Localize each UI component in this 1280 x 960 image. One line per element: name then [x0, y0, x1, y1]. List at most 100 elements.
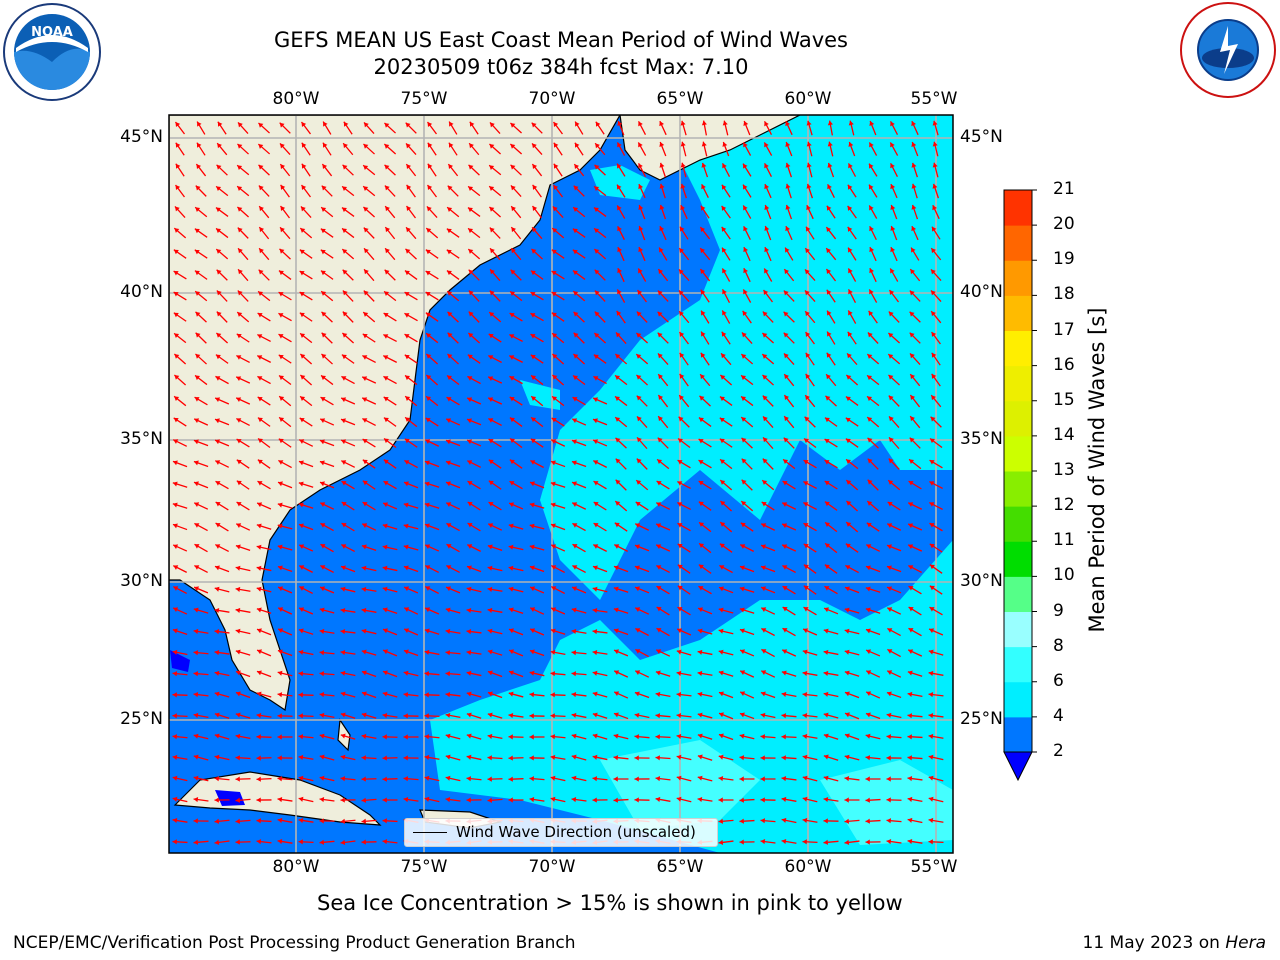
wind-arrow-head [887, 544, 892, 550]
wind-arrow-head [552, 206, 558, 212]
wind-arrow-head [593, 544, 599, 549]
wind-arrow-head [532, 143, 537, 149]
wind-arrow-head [445, 607, 451, 613]
lon-label-bottom: 55°W [910, 857, 958, 877]
wind-arrow-head [299, 249, 305, 255]
wind-arrow-head [762, 311, 768, 317]
wind-arrow-head [844, 839, 850, 845]
wind-arrow-head [824, 586, 830, 591]
wind-arrow-head [299, 292, 305, 297]
wind-arrow-head [677, 585, 683, 591]
wind-arrow-head [449, 121, 454, 127]
wind-arrow-head [655, 713, 661, 719]
wind-arrow-head [319, 460, 325, 466]
colorbar-segment [1004, 365, 1032, 402]
wind-arrow-head [677, 460, 683, 465]
wind-arrow-head [258, 438, 263, 444]
wind-arrow-head [403, 734, 408, 740]
wind-arrow-head [739, 776, 744, 782]
wind-arrow-head [382, 691, 388, 697]
wind-arrow-head [341, 418, 346, 424]
wind-arrow-head [193, 839, 199, 845]
wind-arrow-head [508, 712, 514, 719]
wind-arrow-head [447, 291, 453, 296]
wind-arrow-head [908, 544, 914, 549]
wind-arrow-head [761, 586, 766, 592]
wind-arrow-head [532, 205, 538, 211]
lat-label-left: 40°N [120, 282, 163, 302]
lat-label-right: 45°N [960, 127, 1003, 147]
wind-arrow-head [298, 460, 304, 466]
wind-arrow-head [844, 818, 850, 824]
wind-arrow-head [658, 416, 663, 422]
wind-arrow-head [341, 502, 347, 507]
wind-arrow-head [193, 628, 199, 635]
wind-arrow-head [802, 817, 808, 824]
wind-arrow-head [824, 417, 830, 423]
wind-arrow-head [718, 839, 724, 845]
wind-arrow-head [446, 397, 452, 402]
wind-arrow-head [764, 184, 770, 190]
wind-arrow-head [235, 818, 241, 824]
wind-arrow-head [300, 375, 306, 380]
lon-label-bottom: 70°W [528, 857, 576, 877]
wind-arrow-head [425, 607, 431, 613]
wind-arrow-head [172, 523, 178, 529]
wind-arrow-head [277, 734, 282, 740]
wind-arrow-head [637, 289, 643, 295]
wind-arrow-head [509, 376, 515, 381]
colorbar-tick-label: 9 [1053, 600, 1064, 621]
wind-arrow-head [785, 183, 791, 189]
wind-arrow-head [743, 142, 748, 148]
wind-arrow-head [529, 565, 535, 571]
wind-arrow-head [658, 374, 663, 380]
legend-line-icon [413, 832, 447, 833]
wind-arrow-head [677, 607, 683, 612]
wind-arrow-head [384, 291, 390, 297]
wind-arrow-head [236, 502, 242, 507]
wind-arrow-head [277, 713, 282, 719]
wind-arrow-head [257, 376, 263, 381]
wind-arrow-head [805, 331, 811, 337]
wind-arrow-head [382, 797, 387, 803]
wind-arrow-head [215, 544, 221, 549]
wind-arrow-head [172, 502, 178, 508]
wind-arrow-head [617, 289, 622, 295]
wind-arrow-head [340, 670, 346, 676]
wind-arrow-head [342, 311, 348, 317]
wind-arrow-head [278, 586, 284, 592]
wind-arrow-head [405, 248, 411, 254]
colorbar-segment [1004, 541, 1032, 577]
wind-arrow-head [173, 544, 179, 550]
wind-arrow-head [823, 649, 829, 655]
wind-arrow-head [865, 755, 871, 761]
wind-arrow-head [194, 544, 200, 549]
wind-arrow-head [592, 629, 598, 635]
wind-arrow-head [826, 248, 831, 254]
wind-arrow-head [382, 818, 387, 824]
wind-arrow-head [760, 712, 766, 718]
wind-arrow-head [718, 607, 724, 613]
wind-arrow-head [867, 332, 873, 338]
wind-arrow-head [215, 207, 221, 213]
wind-arrow-head [700, 289, 706, 295]
colorbar-segment [1004, 295, 1032, 331]
wind-arrow-head [257, 502, 263, 508]
wind-arrow-head [739, 712, 745, 718]
wind-arrow-head [718, 797, 723, 803]
wind-arrow-head [323, 121, 328, 127]
wind-arrow-head [406, 205, 412, 211]
wind-arrow-head [656, 586, 662, 591]
wind-arrow-head [445, 775, 451, 781]
wind-arrow-head [468, 186, 474, 192]
wind-arrow-head [867, 437, 873, 443]
colorbar-segment [1004, 646, 1032, 683]
wind-arrow-head [573, 375, 578, 381]
wind-arrow-head [531, 248, 537, 254]
wind-arrow-head [258, 164, 264, 170]
lon-label-bottom: 75°W [400, 857, 448, 877]
wind-arrow-head [511, 248, 516, 254]
wind-arrow-head [361, 839, 366, 845]
wind-arrow-head [508, 565, 514, 571]
wind-arrow-head [467, 460, 473, 465]
